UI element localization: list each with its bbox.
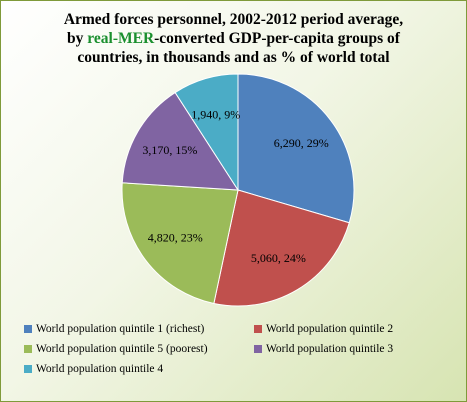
legend-label: World population quintile 5 (poorest)	[36, 343, 208, 355]
data-label-5: 1,940, 9%	[191, 107, 240, 121]
chart-title: Armed forces personnel, 2002-2012 period…	[1, 10, 466, 67]
legend-swatch	[24, 365, 32, 373]
legend-swatch	[254, 325, 262, 333]
data-label-4: 3,170, 15%	[142, 143, 197, 157]
pie-slice-2	[213, 189, 350, 307]
data-label-2: 5,060, 24%	[251, 251, 306, 265]
title-highlight: real-MER	[87, 30, 155, 47]
pie-slice-3	[121, 182, 239, 305]
legend-item-1: World population quintile 1 (richest)	[24, 321, 204, 337]
legend-swatch	[24, 325, 32, 333]
legend-swatch	[254, 345, 262, 353]
legend-label: World population quintile 4	[36, 363, 164, 375]
legend-label: World population quintile 1 (richest)	[36, 323, 205, 335]
title-line-1: Armed forces personnel, 2002-2012 period…	[63, 11, 404, 28]
data-label-1: 6,290, 29%	[274, 136, 329, 150]
pie-slice-1	[237, 73, 355, 224]
legend-item-4: World population quintile 3	[254, 341, 393, 357]
pie-slice-4	[121, 91, 239, 191]
legend-item-2: World population quintile 2	[254, 321, 393, 337]
legend-label: World population quintile 2	[266, 323, 394, 335]
pie-slice-5	[174, 73, 239, 192]
legend-swatch	[24, 345, 32, 353]
title-line-2: by real-MER-converted GDP-per-capita gro…	[67, 30, 400, 47]
legend-item-3: World population quintile 5 (poorest)	[24, 341, 208, 357]
legend-item-5: World population quintile 4	[24, 361, 163, 377]
title-line-3: countries, in thousands and as % of worl…	[77, 49, 390, 66]
data-label-3: 4,820, 23%	[148, 231, 203, 245]
legend-label: World population quintile 3	[266, 343, 394, 355]
